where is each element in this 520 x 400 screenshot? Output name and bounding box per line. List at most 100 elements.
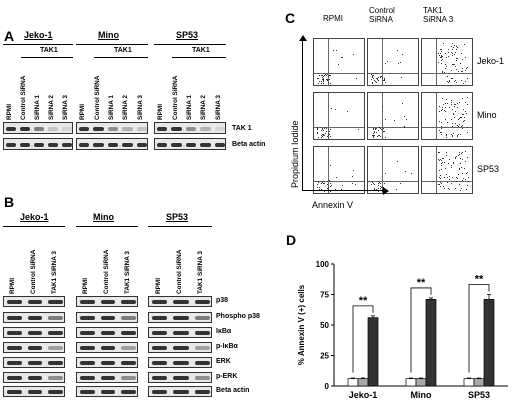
panel-b-band [7, 376, 22, 380]
panel-c-facs-event [330, 82, 332, 84]
panel-c-facs-event [462, 67, 464, 69]
panel-b-band [152, 361, 168, 365]
panel-b-band [173, 376, 189, 380]
panel-c-facs-event [438, 184, 440, 186]
panel-c-facs-event [382, 127, 384, 129]
panel-c-facs-event [383, 80, 385, 82]
panel-c-facs-event [439, 130, 440, 132]
panel-c-facs-event [404, 170, 406, 172]
panel-c-facs-event [439, 175, 441, 177]
panel-c-facs-event [441, 97, 443, 99]
panel-c-facs-event [411, 172, 413, 174]
panel-c-facs-event [461, 124, 463, 126]
panel-c-facs-event [320, 82, 322, 84]
panel-c-facs-event [320, 74, 322, 76]
panel-c-facs-event [355, 78, 357, 80]
panel-c-facs-event [323, 75, 325, 77]
panel-c-quadrant-line [436, 93, 437, 139]
panel-c-facs-event [328, 132, 330, 134]
panel-c-facs-event [464, 167, 466, 169]
panel-c-facs-event [463, 119, 465, 121]
panel-c-row-label: Mino [477, 110, 497, 120]
panel-c-facs-event [318, 181, 320, 183]
panel-a-actin-blot [76, 138, 148, 150]
panel-c-facs-event [403, 126, 405, 128]
panel-a-cell-line-underline [154, 44, 226, 45]
panel-c-facs-event [466, 132, 468, 134]
panel-c-facs-event [378, 183, 380, 184]
panel-c-facs-event [446, 57, 448, 59]
panel-b-band [173, 331, 189, 335]
panel-c-facs-event [376, 189, 378, 191]
panel-c-facs-event [461, 126, 463, 128]
panel-c-facs-event [442, 185, 444, 187]
panel-b-band [100, 331, 116, 335]
panel-c-facs-event [459, 168, 461, 170]
panel-c-quadrant-line [368, 127, 418, 128]
panel-c-facs-event [441, 161, 443, 163]
panel-c-facs-event [438, 52, 440, 54]
panel-b-band [152, 376, 168, 380]
panel-c-facs-event [335, 177, 337, 179]
panel-b-band [152, 316, 168, 320]
panel-c-facs-event [451, 63, 453, 65]
panel-c-column-header: RPMI [323, 14, 343, 23]
panel-b-band [121, 361, 136, 365]
panel-c-facs-event [399, 62, 401, 64]
panel-b-band [173, 390, 189, 394]
panel-c-facs-event [373, 79, 375, 81]
panel-c-x-axis-arrowhead [383, 187, 389, 195]
panel-c-facs-event [447, 187, 449, 189]
panel-c-facs-event [452, 55, 454, 57]
panel-b-lane-label: Control SiRNA [30, 249, 37, 294]
panel-c-facs-event [454, 188, 456, 190]
panel-c-facs-plot [367, 92, 419, 140]
panel-c-facs-event [446, 103, 448, 105]
panel-a-band [20, 143, 30, 147]
panel-c-facs-event [352, 176, 354, 178]
panel-c-facs-event [461, 151, 463, 153]
panel-c-quadrant-line [436, 39, 437, 85]
panel-c-facs-event [327, 136, 329, 138]
panel-c-facs-event [455, 156, 457, 158]
panel-c-facs-event [321, 183, 323, 185]
panel-b-blot [76, 357, 138, 368]
panel-c-facs-event [452, 123, 454, 125]
panel-c-facs-event [322, 136, 324, 138]
panel-c-facs-event [317, 183, 319, 185]
panel-c-facs-event [458, 118, 460, 120]
panel-c-facs-event [462, 121, 464, 123]
panel-c-facs-event [446, 134, 448, 136]
panel-c-facs-event [441, 159, 443, 161]
panel-a-lane-label: Control SiRNA [93, 75, 101, 120]
panel-a-band [214, 127, 225, 131]
panel-c-facs-event [463, 117, 465, 119]
panel-c-facs-event [372, 81, 374, 83]
panel-c-facs-event [384, 136, 386, 138]
panel-c-facs-event [452, 136, 454, 138]
panel-c-facs-event [465, 151, 467, 153]
panel-c-facs-event [322, 127, 324, 129]
panel-c-facs-event [329, 75, 331, 77]
panel-c-facs-event [457, 173, 459, 175]
panel-c-facs-event [317, 129, 319, 131]
panel-c-facs-event [438, 105, 440, 107]
panel-b-band [48, 316, 63, 320]
panel-a-lane-label: SiRNA 3 [214, 95, 222, 120]
panel-c-row-label: SP53 [477, 164, 500, 174]
panel-a-band [107, 127, 119, 131]
panel-b-lane-label: RPMI [154, 278, 162, 294]
panel-b-band [27, 390, 43, 394]
panel-c-facs-event [456, 107, 458, 109]
panel-c-facs-event [317, 131, 319, 133]
panel-c-x-axis-arrow [302, 190, 384, 191]
panel-c-facs-event [458, 71, 460, 73]
panel-b-band [173, 346, 189, 350]
panel-c-facs-event [452, 161, 454, 163]
panel-b-marker-label: ERK [216, 358, 231, 365]
panel-c-facs-event [455, 69, 457, 71]
panel-a-marker-label: TAK 1 [232, 125, 252, 132]
panel-c-facs-event [377, 136, 379, 137]
panel-b-band [194, 390, 210, 394]
panel-a-letter: A [4, 28, 15, 44]
